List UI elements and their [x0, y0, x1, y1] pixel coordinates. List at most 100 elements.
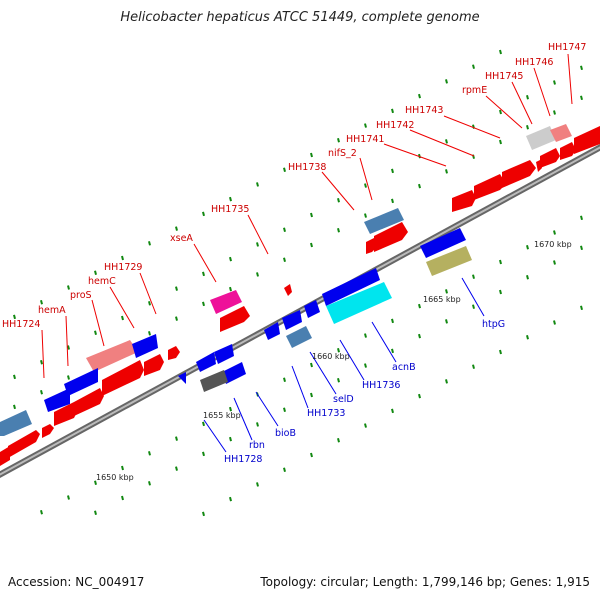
gene-arrow[interactable] — [74, 388, 104, 416]
tick-mark — [283, 227, 286, 232]
tick-mark — [553, 320, 556, 325]
gene-label-seld[interactable]: selD — [333, 394, 354, 405]
gene-arrow[interactable] — [284, 284, 292, 296]
gene-arrow[interactable] — [322, 268, 380, 306]
gene-block-pink[interactable] — [86, 340, 138, 372]
gene-arrow[interactable] — [540, 148, 560, 168]
gene-label-hh1742[interactable]: HH1742 — [376, 120, 414, 131]
tick-mark — [229, 496, 232, 502]
gene-label-xsea[interactable]: xseA — [170, 233, 193, 244]
gene-label-hh1736[interactable]: HH1736 — [362, 380, 400, 391]
genome-stats-text: Topology: circular; Length: 1,799,146 bp… — [260, 575, 590, 589]
gene-label-nifs2[interactable]: nifS_2 — [328, 148, 357, 159]
gene-arrow[interactable] — [8, 430, 40, 458]
gene-arrow[interactable] — [132, 334, 158, 358]
gene-arrow[interactable] — [220, 306, 250, 332]
tick-mark — [553, 80, 556, 85]
leader-line — [321, 171, 355, 211]
tick-mark — [256, 482, 259, 487]
gene-label-acnb[interactable]: acnB — [392, 362, 416, 373]
gene-block-gray[interactable] — [526, 126, 556, 150]
tick-label-1655: 1655 kbp — [203, 411, 241, 420]
gene-block-pink[interactable] — [550, 124, 572, 142]
gene-arrow[interactable] — [144, 354, 164, 376]
leader-line — [443, 115, 501, 139]
gene-label-pros[interactable]: proS — [70, 290, 92, 301]
tick-mark — [310, 152, 313, 158]
gene-block-darkgray[interactable] — [200, 370, 228, 392]
gene-arrow[interactable] — [222, 362, 246, 384]
gene-label-biob[interactable]: bioB — [275, 428, 296, 439]
gene-arrow[interactable] — [102, 360, 144, 396]
gene-label-hh1728[interactable]: HH1728 — [224, 454, 262, 465]
tick-mark — [364, 183, 367, 188]
gene-arrow[interactable] — [374, 222, 408, 252]
tick-mark — [310, 212, 313, 218]
gene-block-cyan[interactable] — [326, 282, 392, 324]
gene-arrow[interactable] — [264, 322, 280, 340]
tick-mark — [148, 331, 151, 336]
leader-line — [461, 277, 485, 317]
tick-mark — [229, 436, 232, 442]
gene-label-hh1729[interactable]: HH1729 — [104, 262, 142, 273]
tick-mark — [391, 168, 394, 174]
gene-label-hh1735[interactable]: HH1735 — [211, 204, 249, 215]
gene-label-hh1733[interactable]: HH1733 — [307, 408, 345, 419]
gene-arrow[interactable] — [54, 402, 78, 426]
gene-label-hemc[interactable]: hemC — [88, 276, 116, 287]
gene-arrow[interactable] — [366, 238, 376, 254]
tick-mark — [40, 359, 43, 365]
tick-label-1665: 1665 kbp — [423, 295, 461, 304]
gene-arrow[interactable] — [178, 372, 186, 384]
gene-arrow[interactable] — [420, 228, 466, 258]
tick-mark — [175, 226, 178, 231]
tick-mark — [283, 407, 286, 412]
gene-arrow[interactable] — [42, 424, 54, 438]
reverse-strand-features — [44, 228, 472, 412]
gene-label-rbn[interactable]: rbn — [249, 440, 265, 451]
leader-line — [511, 81, 533, 125]
leader-line — [359, 157, 373, 201]
gene-label-hh1743[interactable]: HH1743 — [405, 105, 443, 116]
gene-arrow[interactable] — [502, 160, 536, 188]
gene-block-steelblue[interactable] — [364, 208, 404, 234]
gene-arrow[interactable] — [282, 310, 302, 330]
gene-block-olive[interactable] — [426, 246, 472, 276]
tick-label-1670: 1670 kbp — [534, 240, 572, 249]
tick-mark — [499, 259, 502, 265]
gene-label-hh1724[interactable]: HH1724 — [2, 319, 40, 330]
tick-mark — [229, 256, 232, 262]
gene-label-htpg[interactable]: htpG — [482, 319, 505, 330]
gene-arrow[interactable] — [474, 174, 506, 200]
tick-mark — [445, 79, 448, 84]
gene-label-rpme[interactable]: rpmE — [462, 85, 487, 96]
gene-label-hh1741[interactable]: HH1741 — [346, 134, 384, 145]
gene-arrow[interactable] — [560, 142, 576, 160]
tick-mark — [202, 451, 205, 457]
gene-label-hh1738[interactable]: HH1738 — [288, 162, 326, 173]
gene-label-hema[interactable]: hemA — [38, 305, 66, 316]
gene-block-magenta[interactable] — [210, 290, 242, 314]
gene-arrow[interactable] — [304, 300, 320, 318]
gene-arrow[interactable] — [64, 368, 98, 396]
tick-mark — [364, 333, 367, 338]
tick-mark — [40, 389, 43, 395]
gene-arrow[interactable] — [574, 126, 600, 154]
gene-arrow[interactable] — [44, 388, 70, 412]
tick-mark — [391, 408, 394, 414]
gene-block-steelblue[interactable] — [286, 326, 312, 348]
gene-block-steelblue[interactable] — [0, 410, 32, 436]
tick-mark — [67, 285, 70, 290]
tick-mark — [445, 289, 448, 294]
gene-arrow[interactable] — [196, 352, 216, 372]
gene-arrow[interactable] — [214, 344, 234, 364]
gene-arrow[interactable] — [452, 190, 476, 212]
gene-label-hh1745[interactable]: HH1745 — [485, 71, 523, 82]
gene-arrow[interactable] — [0, 446, 10, 466]
gene-label-hh1747[interactable]: HH1747 — [548, 42, 586, 53]
tick-mark — [580, 65, 583, 71]
gene-label-hh1746[interactable]: HH1746 — [515, 57, 553, 68]
tick-mark — [229, 406, 232, 412]
gene-arrow[interactable] — [168, 346, 180, 360]
tick-mark — [175, 316, 178, 321]
